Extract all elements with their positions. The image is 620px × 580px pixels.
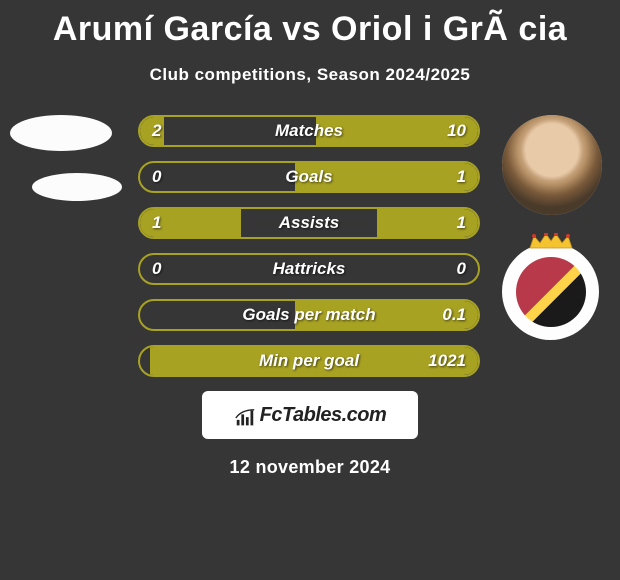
stat-label: Hattricks: [273, 259, 346, 279]
stat-row: 1021 Min per goal: [138, 345, 480, 377]
site-logo: FcTables.com: [202, 391, 418, 439]
club-crest-icon: [516, 257, 586, 327]
right-club-badge: [502, 243, 599, 340]
chart-icon: [234, 407, 256, 429]
stat-right-value: 1021: [428, 351, 466, 371]
stat-right-value: 10: [447, 121, 466, 141]
stat-right-value: 0.1: [442, 305, 466, 325]
stat-row: 1 1 Assists: [138, 207, 480, 239]
right-player-avatar: [502, 115, 602, 215]
stat-right-value: 0: [457, 259, 466, 279]
stat-right-value: 1: [457, 213, 466, 233]
left-player-column: [10, 115, 122, 201]
player-face-icon: [502, 115, 602, 215]
stat-label: Goals: [285, 167, 332, 187]
stat-label: Goals per match: [242, 305, 375, 325]
stat-left-value: 0: [152, 167, 161, 187]
page-title: Arumí García vs Oriol i GrÃ cia: [0, 0, 620, 49]
stat-left-value: 2: [152, 121, 161, 141]
crown-icon: [528, 233, 574, 249]
stat-left-value: 0: [152, 259, 161, 279]
left-player-avatar-placeholder: [10, 115, 112, 151]
comparison-content: 2 10 Matches 0 1 Goals 1 1 Assists 0 0 Hattricks 0.1…: [0, 115, 620, 377]
stat-right-value: 1: [457, 167, 466, 187]
logo-text: FcTables.com: [260, 404, 387, 427]
left-club-badge-placeholder: [32, 173, 122, 201]
stat-left-value: 1: [152, 213, 161, 233]
date-text: 12 november 2024: [0, 457, 620, 478]
right-player-column: [502, 115, 602, 340]
stat-row: 0.1 Goals per match: [138, 299, 480, 331]
subtitle: Club competitions, Season 2024/2025: [0, 65, 620, 85]
stat-label: Min per goal: [259, 351, 359, 371]
stat-row: 0 1 Goals: [138, 161, 480, 193]
stat-bars: 2 10 Matches 0 1 Goals 1 1 Assists 0 0 Hattricks 0.1…: [138, 115, 480, 377]
stat-label: Matches: [275, 121, 343, 141]
stat-row: 0 0 Hattricks: [138, 253, 480, 285]
stat-row: 2 10 Matches: [138, 115, 480, 147]
stat-label: Assists: [279, 213, 339, 233]
